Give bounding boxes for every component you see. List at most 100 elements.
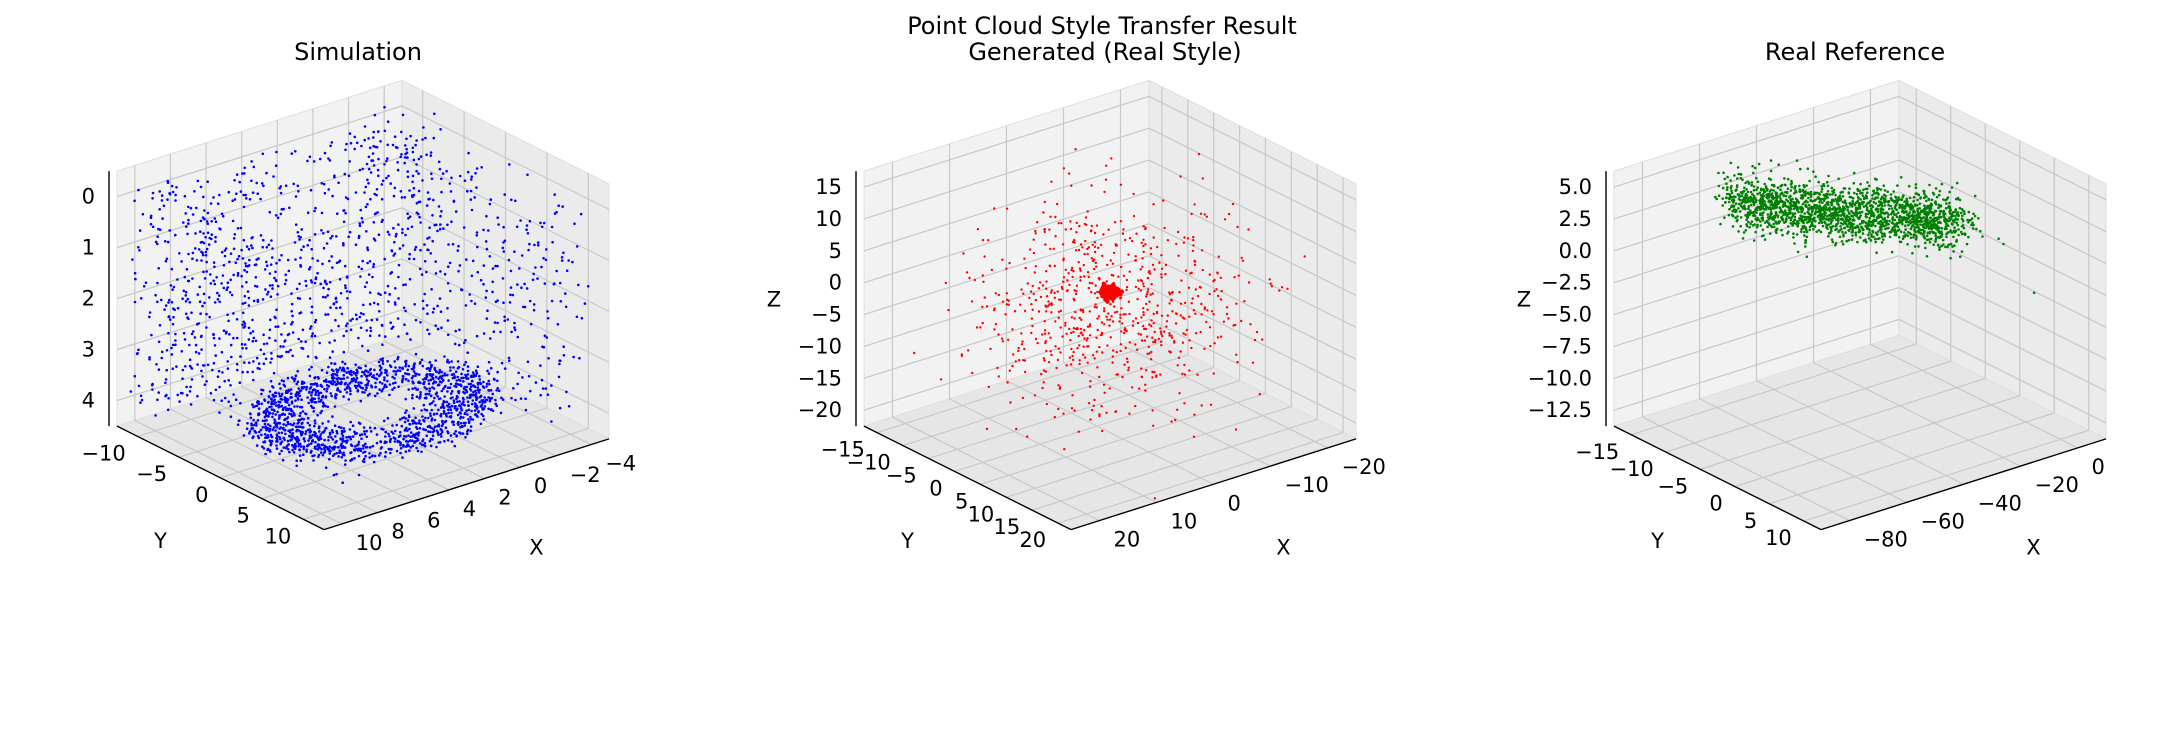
data-point xyxy=(365,429,369,433)
data-point xyxy=(1170,336,1174,339)
data-point xyxy=(327,365,330,369)
data-point xyxy=(284,424,288,427)
data-point xyxy=(131,258,134,261)
data-point xyxy=(361,259,365,263)
data-point xyxy=(1880,195,1884,199)
data-point xyxy=(247,296,251,300)
data-point xyxy=(375,377,379,381)
data-point xyxy=(1103,391,1106,394)
data-point xyxy=(275,422,279,425)
data-point xyxy=(1001,258,1004,261)
data-point xyxy=(494,300,498,304)
data-point xyxy=(1050,289,1054,292)
data-point xyxy=(1199,330,1202,334)
data-point xyxy=(323,445,327,449)
data-point xyxy=(481,414,485,418)
data-point xyxy=(303,440,307,443)
data-point xyxy=(310,391,314,394)
data-point xyxy=(1064,324,1067,327)
data-point xyxy=(417,373,421,376)
data-point xyxy=(404,450,408,453)
data-point xyxy=(1793,212,1797,215)
data-point xyxy=(389,321,393,325)
data-point xyxy=(1146,288,1150,291)
data-point xyxy=(1034,229,1037,233)
data-point xyxy=(308,374,312,378)
data-point xyxy=(310,449,313,453)
data-point xyxy=(194,350,198,354)
data-point xyxy=(212,196,215,199)
data-point xyxy=(1157,337,1161,341)
data-point xyxy=(1034,265,1038,268)
data-point xyxy=(442,227,445,230)
data-point xyxy=(175,186,178,189)
data-point xyxy=(489,198,493,201)
data-point xyxy=(244,262,247,265)
data-point xyxy=(542,257,545,260)
data-point xyxy=(1971,221,1974,225)
data-point xyxy=(1827,203,1830,206)
data-point xyxy=(140,398,144,402)
data-point xyxy=(1026,435,1029,438)
data-point xyxy=(241,346,244,350)
data-point xyxy=(1772,189,1775,192)
data-point xyxy=(425,373,428,377)
data-point xyxy=(206,363,210,367)
data-point xyxy=(322,182,326,186)
data-point xyxy=(1017,349,1020,353)
data-point xyxy=(1804,226,1808,229)
data-point xyxy=(291,354,295,358)
data-point xyxy=(276,355,280,358)
data-point xyxy=(496,386,500,390)
data-point xyxy=(288,434,291,438)
data-point xyxy=(202,270,205,274)
data-point xyxy=(1094,261,1098,265)
data-point xyxy=(491,409,495,413)
data-point xyxy=(311,257,314,260)
data-point xyxy=(496,370,499,374)
data-point xyxy=(283,385,287,388)
data-point xyxy=(172,307,175,311)
data-point xyxy=(235,336,239,340)
data-point xyxy=(264,288,267,291)
data-point xyxy=(286,376,290,380)
data-point xyxy=(494,402,498,406)
data-point xyxy=(432,198,435,202)
data-point xyxy=(1100,321,1104,324)
data-point xyxy=(210,220,213,223)
data-point xyxy=(277,400,280,404)
data-point xyxy=(1770,192,1774,195)
data-point xyxy=(447,408,450,412)
data-point xyxy=(1137,287,1140,290)
data-point xyxy=(396,168,400,172)
data-point xyxy=(1047,361,1051,364)
data-point xyxy=(331,372,335,376)
data-point xyxy=(435,429,439,433)
data-point xyxy=(431,386,434,389)
data-point xyxy=(1152,312,1155,316)
data-point xyxy=(291,314,294,318)
data-point xyxy=(544,258,548,262)
data-point xyxy=(1011,328,1014,331)
data-point xyxy=(346,366,349,370)
data-point xyxy=(273,315,277,319)
data-point xyxy=(396,440,400,444)
data-point xyxy=(241,311,245,315)
x-axis-label: X xyxy=(1276,535,1290,559)
data-point xyxy=(181,297,184,301)
data-point xyxy=(1079,327,1083,331)
data-point xyxy=(381,357,385,360)
data-point xyxy=(309,430,313,433)
data-point xyxy=(312,160,316,163)
data-point xyxy=(481,401,485,404)
data-point xyxy=(474,171,477,175)
data-point xyxy=(1034,337,1038,341)
data-point xyxy=(354,371,357,375)
data-point xyxy=(1077,334,1080,338)
data-point xyxy=(1151,263,1155,267)
data-point xyxy=(404,364,407,368)
data-point xyxy=(353,457,356,460)
data-point xyxy=(446,386,450,390)
data-point xyxy=(232,312,235,315)
data-point xyxy=(1192,235,1195,239)
